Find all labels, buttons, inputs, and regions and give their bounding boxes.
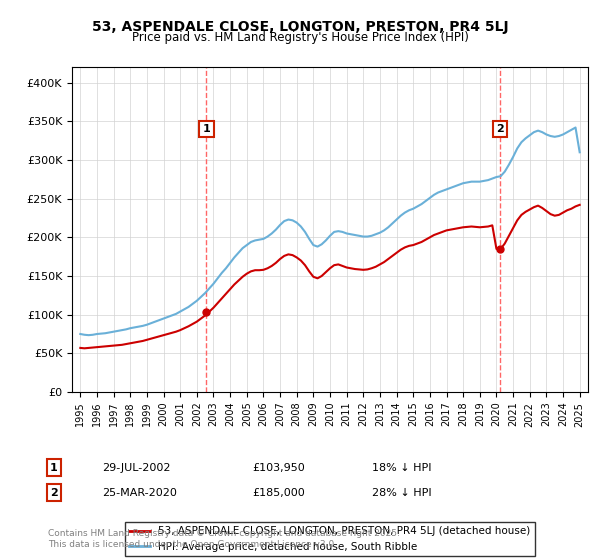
- Text: 53, ASPENDALE CLOSE, LONGTON, PRESTON, PR4 5LJ: 53, ASPENDALE CLOSE, LONGTON, PRESTON, P…: [92, 20, 508, 34]
- Text: Contains HM Land Registry data © Crown copyright and database right 2025.
This d: Contains HM Land Registry data © Crown c…: [48, 529, 400, 549]
- Legend: 53, ASPENDALE CLOSE, LONGTON, PRESTON, PR4 5LJ (detached house), HPI: Average pr: 53, ASPENDALE CLOSE, LONGTON, PRESTON, P…: [125, 522, 535, 556]
- Text: 25-MAR-2020: 25-MAR-2020: [102, 488, 177, 498]
- Text: 1: 1: [50, 463, 58, 473]
- Text: 29-JUL-2002: 29-JUL-2002: [102, 463, 170, 473]
- Text: 18% ↓ HPI: 18% ↓ HPI: [372, 463, 431, 473]
- Text: 28% ↓ HPI: 28% ↓ HPI: [372, 488, 431, 498]
- Text: Price paid vs. HM Land Registry's House Price Index (HPI): Price paid vs. HM Land Registry's House …: [131, 31, 469, 44]
- Text: 1: 1: [202, 124, 210, 134]
- Text: £185,000: £185,000: [252, 488, 305, 498]
- Text: £103,950: £103,950: [252, 463, 305, 473]
- Text: 2: 2: [496, 124, 504, 134]
- Text: 2: 2: [50, 488, 58, 498]
